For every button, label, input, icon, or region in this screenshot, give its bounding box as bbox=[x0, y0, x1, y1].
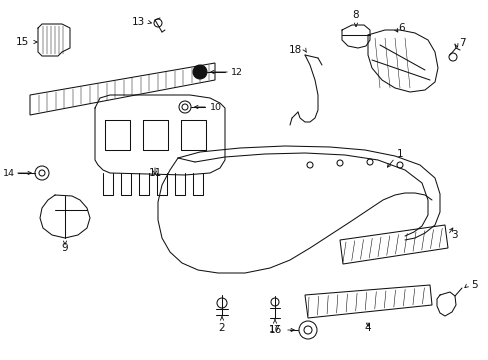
Text: 7: 7 bbox=[458, 38, 465, 48]
Text: 15: 15 bbox=[16, 37, 29, 47]
Text: 14: 14 bbox=[3, 168, 15, 177]
Text: 3: 3 bbox=[450, 230, 457, 240]
Text: 1: 1 bbox=[396, 149, 403, 159]
Text: 2: 2 bbox=[218, 323, 225, 333]
Text: 17: 17 bbox=[268, 325, 281, 334]
Text: 13: 13 bbox=[131, 17, 145, 27]
Text: 18: 18 bbox=[288, 45, 302, 55]
Text: 5: 5 bbox=[470, 280, 477, 290]
Text: 16: 16 bbox=[268, 325, 281, 335]
Text: 12: 12 bbox=[230, 68, 243, 77]
Circle shape bbox=[193, 65, 206, 79]
Text: 9: 9 bbox=[61, 243, 68, 253]
Text: 6: 6 bbox=[397, 23, 404, 33]
Text: 11: 11 bbox=[148, 168, 162, 178]
Text: 8: 8 bbox=[352, 10, 359, 20]
Text: 10: 10 bbox=[209, 103, 222, 112]
Text: 4: 4 bbox=[364, 323, 370, 333]
